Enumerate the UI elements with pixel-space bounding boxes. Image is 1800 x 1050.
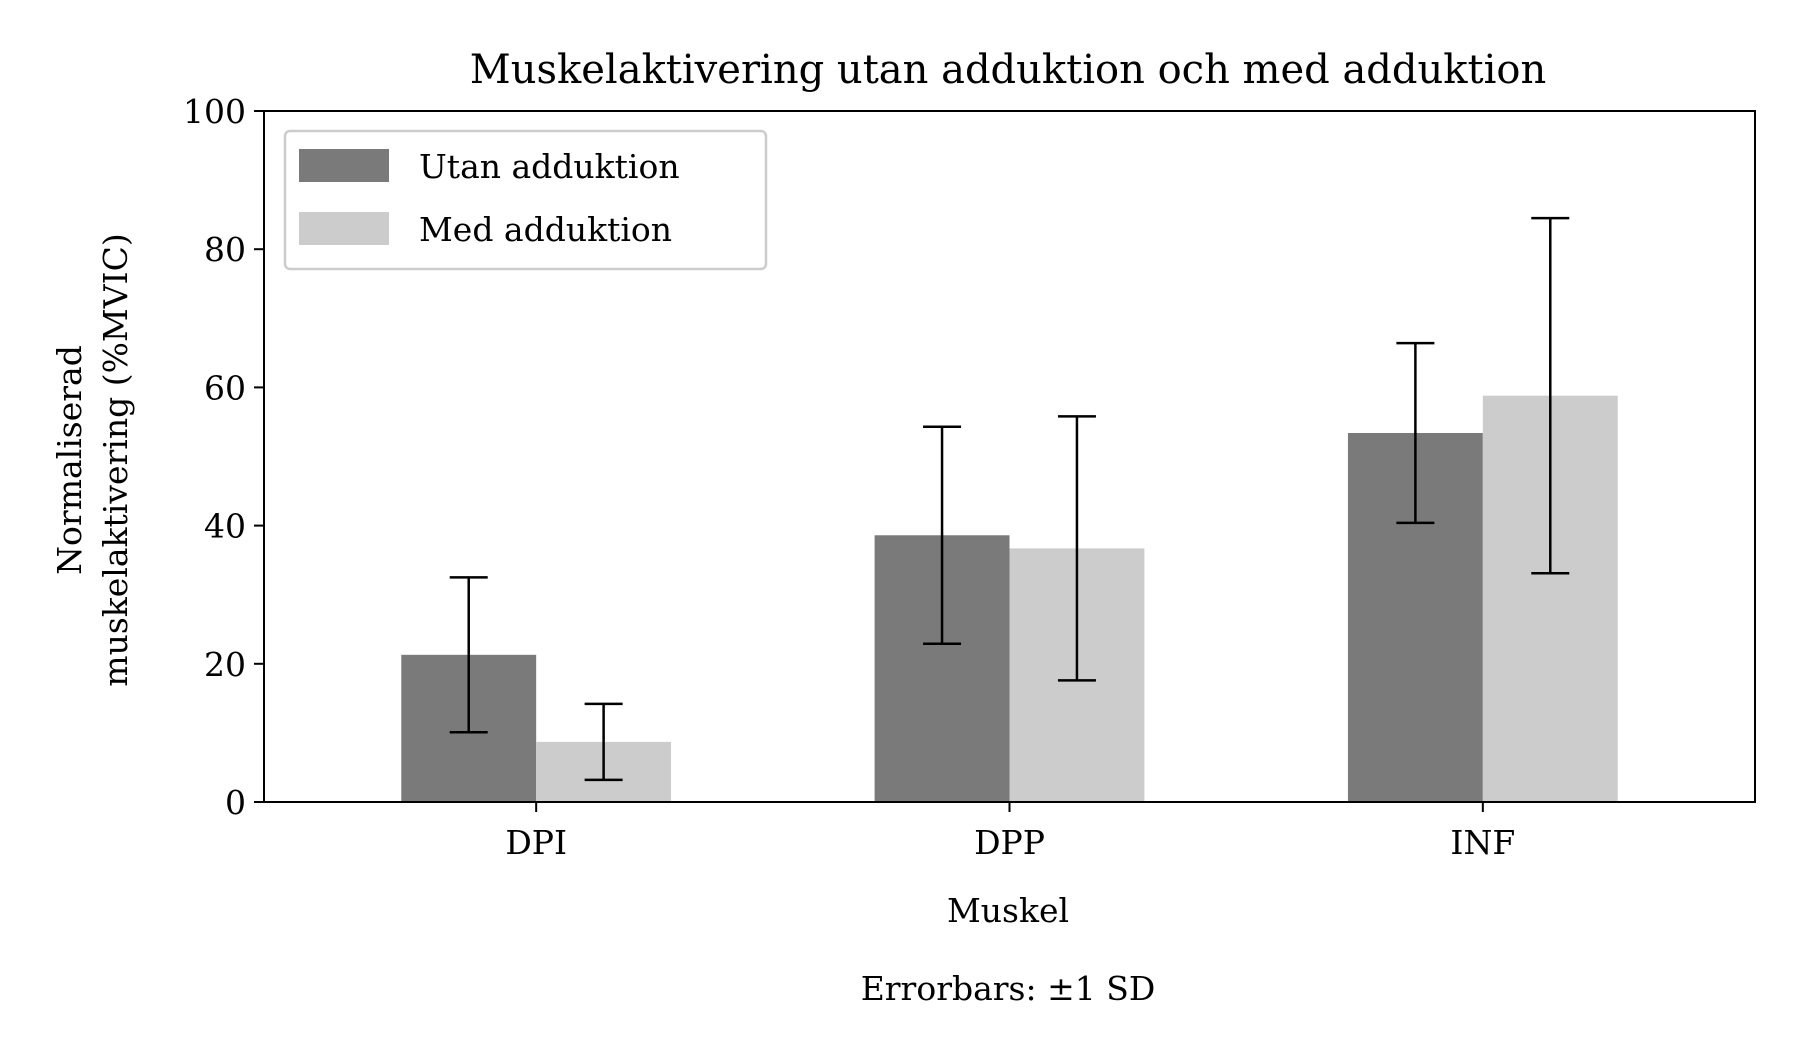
legend-label-utan: Utan adduktion <box>419 147 680 186</box>
x-tick-label-inf: INF <box>1450 823 1515 862</box>
y-axis-label-line-1: Normaliserad <box>50 345 89 575</box>
errorbar-dpi-series-1 <box>584 702 623 782</box>
legend-frame <box>283 129 768 271</box>
errorbar-dpp-series-1 <box>1057 415 1096 682</box>
legend: Utan adduktion Med adduktion <box>283 129 768 271</box>
footnote-errorbars: Errorbars: ±1 SD <box>861 969 1156 1008</box>
x-axis: DPI DPP INF <box>505 802 1515 862</box>
y-axis: 0 20 40 60 80 100 <box>183 92 264 822</box>
legend-label-med: Med adduktion <box>419 210 672 249</box>
errorbar-inf-series-0 <box>1396 341 1435 525</box>
errorbar-dpi-series-0 <box>449 576 488 734</box>
y-axis-label: Normaliserad muskelaktivering (%MVIC) <box>50 233 135 686</box>
y-tick-label-40: 40 <box>204 507 246 546</box>
x-tick-label-dpi: DPI <box>505 823 567 862</box>
legend-swatch-utan <box>299 149 389 182</box>
bars-layer <box>401 395 1618 802</box>
errorbar-dpp-series-0 <box>923 425 962 646</box>
y-tick-label-20: 20 <box>204 645 246 684</box>
errorbars-layer <box>449 216 1570 782</box>
x-axis-label: Muskel <box>947 891 1069 930</box>
y-tick-label-60: 60 <box>204 368 246 407</box>
y-tick-label-0: 0 <box>225 783 246 822</box>
y-tick-label-100: 100 <box>183 92 246 131</box>
y-tick-label-80: 80 <box>204 230 246 269</box>
y-axis-label-line-2: muskelaktivering (%MVIC) <box>96 233 135 686</box>
errorbar-inf-series-1 <box>1531 216 1570 575</box>
x-tick-label-dpp: DPP <box>974 823 1045 862</box>
legend-swatch-med <box>299 212 389 245</box>
chart-title: Muskelaktivering utan adduktion och med … <box>470 47 1546 93</box>
